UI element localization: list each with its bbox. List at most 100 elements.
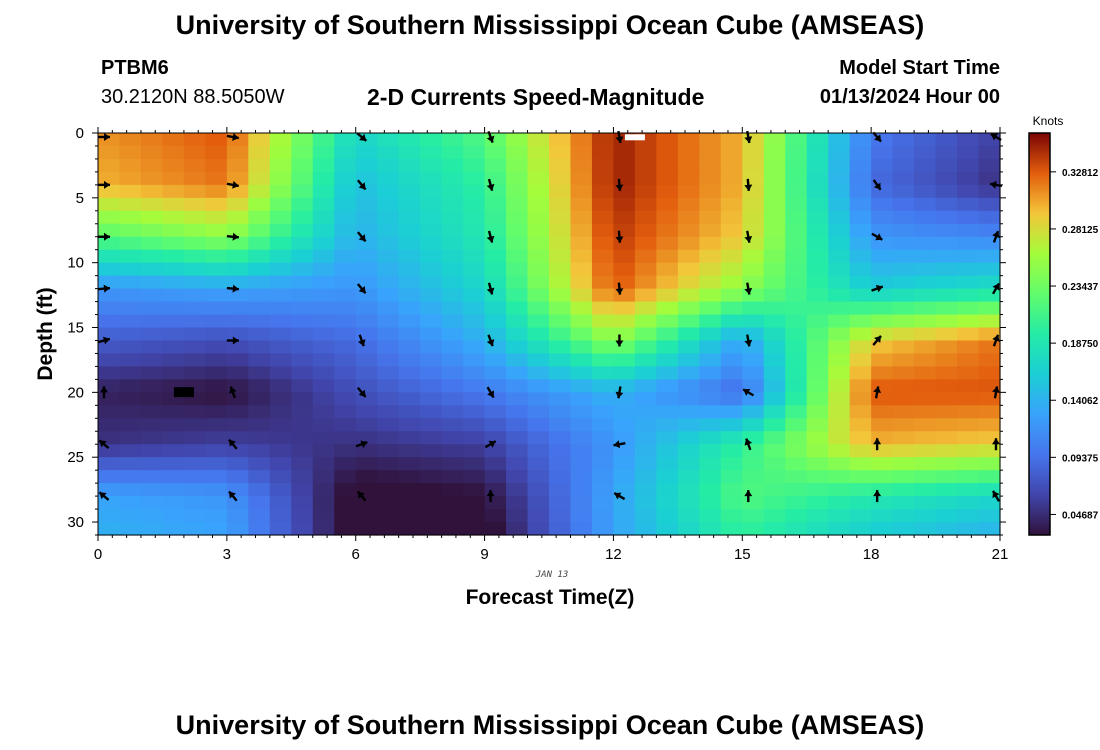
heatmap-cell [849,379,872,393]
heatmap-cell [613,301,636,316]
heatmap-cell [98,249,121,264]
heatmap-cell [291,301,314,316]
heatmap-cell [549,301,572,316]
heatmap-cell [957,171,980,186]
heatmap-cell [720,431,743,445]
heatmap-cell [828,275,851,290]
heatmap-cell [140,405,164,419]
heatmap-cell [785,405,808,419]
heatmap-cell [849,236,872,251]
current-vector-arrow [355,440,368,448]
heatmap-cell [334,210,357,225]
heatmap-cell [591,223,615,238]
heatmap-cell [355,171,378,186]
heatmap-cell [785,158,808,173]
heatmap-cell [935,392,958,406]
heatmap-cell [914,340,937,355]
heatmap-cell [291,288,314,303]
heatmap-cell [591,171,615,186]
heatmap-cell [420,184,443,199]
heatmap-cell [140,379,164,393]
heatmap-cell [871,444,894,458]
heatmap-cell [591,158,615,173]
heatmap-cell [291,496,314,510]
heatmap-cell [656,288,679,303]
heatmap-cell [978,262,1001,277]
heatmap-cell [420,197,443,212]
heatmap-cell [269,509,292,523]
heatmap-cell [720,509,743,523]
heatmap-cell [549,353,572,368]
heatmap-cell [355,210,378,225]
y-tick-label: 10 [67,255,84,272]
heatmap-cell [506,184,529,199]
heatmap-cell [591,236,615,251]
heatmap-cell [699,353,722,368]
heatmap-cell [957,210,980,225]
heatmap-cell [484,418,507,432]
heatmap-cell [312,314,335,329]
heatmap-cell [699,431,722,445]
heatmap-cell [570,210,593,225]
heatmap-cell [720,249,743,264]
heatmap-cell [205,496,228,510]
heatmap-cell [763,288,786,303]
heatmap-cell [334,483,357,497]
page-title: University of Southern Mississippi Ocean… [175,10,925,40]
heatmap-cell [549,392,572,406]
heatmap-cell [312,496,335,510]
heatmap-cell [205,171,228,186]
current-vector-arrow [744,178,753,191]
heatmap-cell [957,340,980,355]
heatmap-cell [978,133,1001,147]
heatmap-cell [785,457,808,471]
current-vector-arrow [226,232,239,241]
heatmap-cell [656,327,679,342]
heatmap-cell [957,184,980,199]
heatmap-cell [591,353,615,368]
heatmap-cell [183,431,206,445]
heatmap-cell [226,405,249,419]
heatmap-cell [549,327,572,342]
heatmap-cell [398,379,421,393]
heatmap-cell [549,262,572,277]
heatmap-cell [527,379,550,393]
heatmap-cell [892,197,915,212]
heatmap-cell [269,444,292,458]
heatmap-cell [463,210,486,225]
heatmap-cell [484,197,507,212]
heatmap-cell [957,444,980,458]
heatmap-cell [785,470,808,484]
heatmap-cell [699,444,722,458]
heatmap-cell [226,496,249,510]
heatmap-cell [205,197,228,212]
heatmap-cell [957,236,980,251]
heatmap-cell [892,314,915,329]
current-vector-arrow [98,491,110,501]
heatmap-cell [849,496,872,510]
heatmap-cell [849,340,872,355]
heatmap-cell [441,184,464,199]
heatmap-cell [871,405,894,419]
heatmap-cell [205,145,228,160]
heatmap-cell [656,171,679,186]
heatmap-cell [699,340,722,355]
heatmap-cell [441,262,464,277]
heatmap-cell [162,444,185,458]
heatmap-cell [226,288,249,303]
heatmap-cell [312,236,335,251]
heatmap-cell [828,223,851,238]
heatmap-cell [248,340,271,355]
heatmap-cell [162,405,185,419]
heatmap-cell [720,405,743,419]
heatmap-cell [506,431,529,445]
heatmap-cell [892,392,915,406]
heatmap-cell [677,353,700,368]
heatmap-cell [269,340,292,355]
heatmap-cell [291,145,314,160]
heatmap-cell [699,379,722,393]
heatmap-cell [334,314,357,329]
heatmap-cell [226,366,249,380]
current-vector-arrow [873,386,882,399]
heatmap-cell [119,509,142,523]
